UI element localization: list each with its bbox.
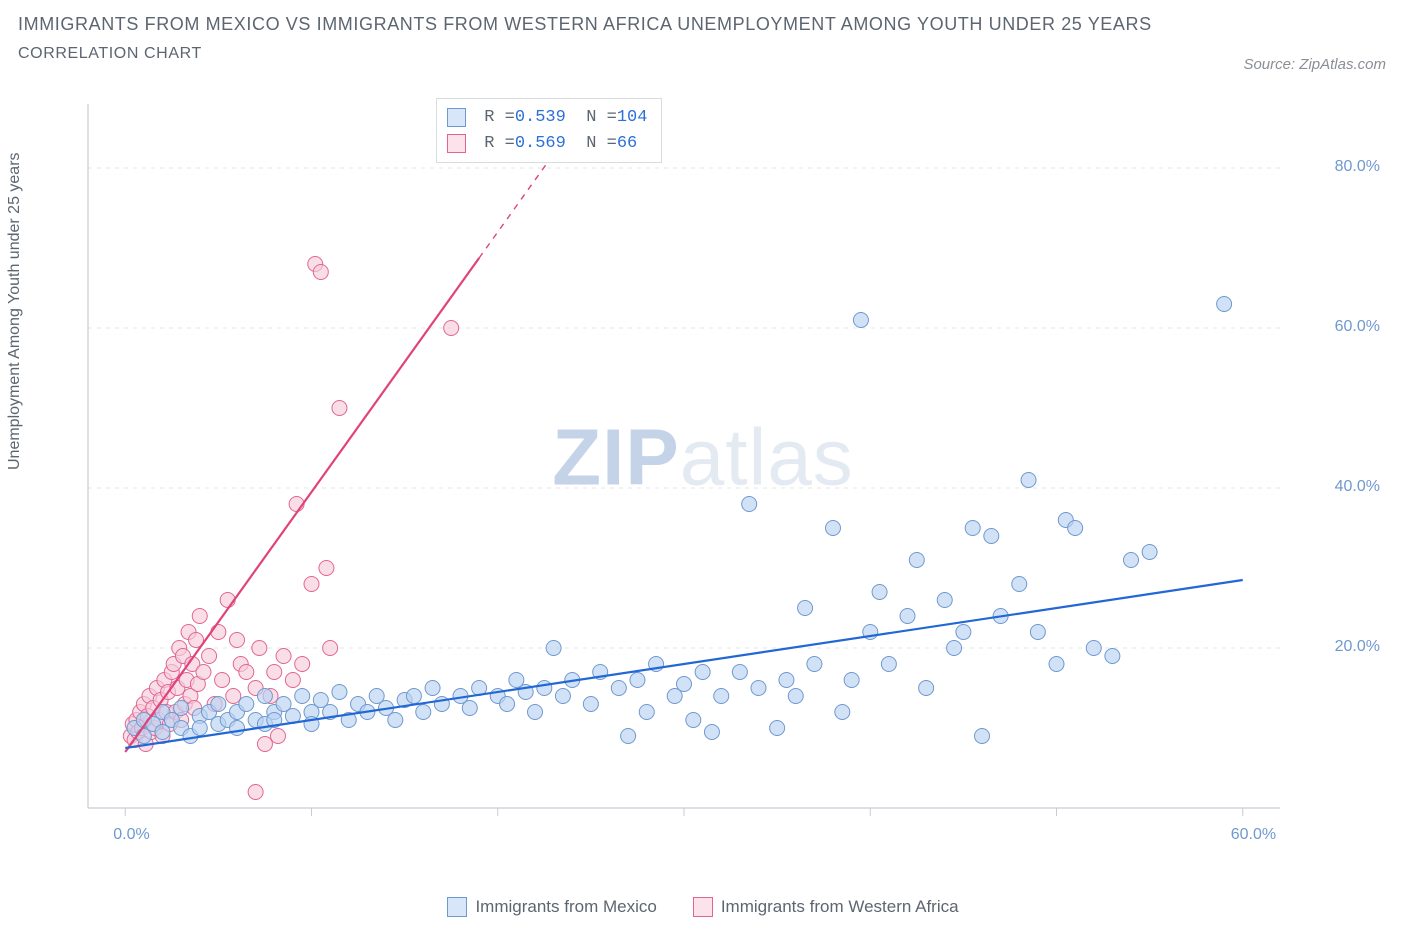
stats-legend-box: R = 0.539 N = 104 R = 0.569 N = 66 [436,98,662,163]
legend-item: Immigrants from Mexico [447,897,656,917]
swatch-icon [447,897,467,917]
swatch-icon [447,134,466,153]
chart-title: IMMIGRANTS FROM MEXICO VS IMMIGRANTS FRO… [18,10,1388,39]
plot-area [60,100,1370,860]
y-tick: 80.0% [1335,158,1380,176]
legend-label: Immigrants from Mexico [475,897,656,917]
y-tick: 20.0% [1335,638,1380,656]
header: IMMIGRANTS FROM MEXICO VS IMMIGRANTS FRO… [18,10,1388,63]
legend-label: Immigrants from Western Africa [721,897,959,917]
swatch-icon [447,108,466,127]
source-credit: Source: ZipAtlas.com [1243,56,1386,73]
x-tick: 0.0% [113,826,149,844]
y-axis-label: Unemployment Among Youth under 25 years [6,152,24,470]
chart-subtitle: CORRELATION CHART [18,45,1388,63]
stat-row: R = 0.539 N = 104 [447,105,647,131]
y-tick: 40.0% [1335,478,1380,496]
stat-row: R = 0.569 N = 66 [447,131,647,157]
x-tick: 60.0% [1231,826,1276,844]
scatter-plot [60,100,1320,840]
bottom-legend: Immigrants from Mexico Immigrants from We… [0,897,1406,922]
y-tick: 60.0% [1335,318,1380,336]
legend-item: Immigrants from Western Africa [693,897,959,917]
swatch-icon [693,897,713,917]
